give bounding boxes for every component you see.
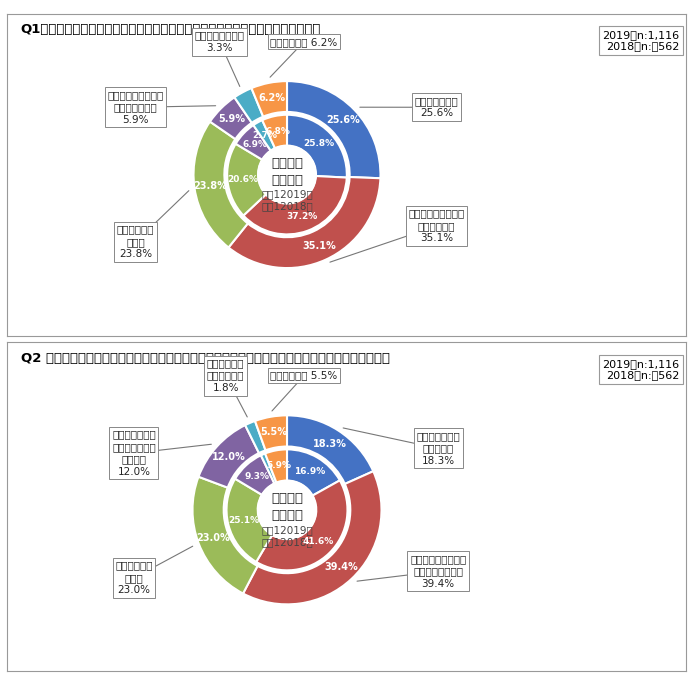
Wedge shape: [243, 471, 382, 604]
Text: どちらともい
えない
23.8%: どちらともい えない 23.8%: [117, 224, 154, 259]
Text: 20.6%: 20.6%: [228, 175, 258, 184]
Text: 5.9%: 5.9%: [218, 115, 246, 124]
Text: 41.6%: 41.6%: [302, 538, 334, 546]
Text: 2.7%: 2.7%: [253, 132, 278, 140]
Text: どちらかといえば被
害を受けると思う
39.4%: どちらかといえば被 害を受けると思う 39.4%: [410, 554, 466, 589]
Text: 5.5%: 5.5%: [260, 427, 287, 437]
Text: 12.0%: 12.0%: [211, 452, 245, 462]
Text: 2019年n:1,116
2018年n:　562: 2019年n:1,116 2018年n: 562: [602, 30, 679, 52]
Text: どちらかといえば発
生しないと思う
5.9%: どちらかといえば発 生しないと思う 5.9%: [107, 90, 164, 125]
Wedge shape: [235, 456, 274, 495]
Wedge shape: [253, 120, 275, 151]
Wedge shape: [210, 98, 252, 139]
Wedge shape: [265, 450, 287, 483]
Wedge shape: [193, 477, 258, 593]
Text: 被害想定: 被害想定: [271, 509, 303, 522]
Wedge shape: [234, 88, 263, 123]
Text: どちらかといえ
ば被害を受けな
いと思う
12.0%: どちらかといえ ば被害を受けな いと思う 12.0%: [112, 430, 156, 477]
Text: 39.4%: 39.4%: [324, 562, 358, 572]
Text: 23.0%: 23.0%: [197, 533, 230, 543]
Wedge shape: [261, 454, 277, 483]
Text: 6.2%: 6.2%: [258, 93, 286, 103]
Wedge shape: [227, 479, 272, 562]
Wedge shape: [245, 421, 265, 453]
Wedge shape: [262, 115, 287, 148]
Text: 6.8%: 6.8%: [265, 127, 290, 136]
Text: 35.1%: 35.1%: [302, 241, 336, 251]
Text: Q1　近い将来、現在あなたがお住まいの地域で大地震が発生すると思いますか。: Q1 近い将来、現在あなたがお住まいの地域で大地震が発生すると思いますか。: [20, 23, 321, 36]
Wedge shape: [287, 416, 373, 484]
Circle shape: [258, 146, 316, 203]
Text: Q2 大地震が発生した場合、あなたのご自宅は倒塗や損傷などで大きな被害を受けると思いますか。: Q2 大地震が発生した場合、あなたのご自宅は倒塗や損傷などで大きな被害を受けると…: [20, 353, 390, 365]
Text: どちらともい
えない
23.0%: どちらともい えない 23.0%: [115, 561, 153, 595]
Text: 18.3%: 18.3%: [313, 439, 346, 449]
Text: 2019年n:1,116
2018年n:　562: 2019年n:1,116 2018年n: 562: [602, 359, 679, 380]
Circle shape: [258, 481, 316, 539]
Text: 全く被害を受
けないと思う
1.8%: 全く被害を受 けないと思う 1.8%: [206, 358, 244, 393]
Text: 発生想定: 発生想定: [271, 174, 303, 186]
Wedge shape: [287, 115, 346, 178]
Text: 外圈12019年: 外圈12019年: [261, 189, 313, 199]
Text: 5.9%: 5.9%: [266, 461, 291, 471]
Wedge shape: [193, 121, 248, 247]
Text: わからない　 6.2%: わからない 6.2%: [270, 37, 337, 47]
Text: どちらかといえば発
生すると思う
35.1%: どちらかといえば発 生すると思う 35.1%: [408, 209, 465, 243]
Text: 発生しないと思う
3.3%: 発生しないと思う 3.3%: [195, 31, 245, 53]
Text: 6.9%: 6.9%: [242, 140, 267, 148]
Wedge shape: [228, 144, 266, 216]
Wedge shape: [287, 450, 340, 496]
Text: 外圈12019年: 外圈12019年: [261, 525, 313, 535]
Text: わからない　 5.5%: わからない 5.5%: [270, 371, 337, 380]
Wedge shape: [199, 425, 259, 487]
Text: 発生すると思う
25.6%: 発生すると思う 25.6%: [414, 96, 458, 119]
Text: 大地震の: 大地震の: [271, 492, 303, 505]
Text: 23.8%: 23.8%: [193, 181, 227, 191]
Wedge shape: [244, 176, 346, 235]
Text: 25.6%: 25.6%: [326, 115, 360, 125]
Text: 9.3%: 9.3%: [244, 472, 270, 481]
Text: 内圈12018年: 内圈12018年: [261, 201, 313, 212]
Text: 25.1%: 25.1%: [228, 517, 259, 525]
Wedge shape: [228, 177, 380, 268]
Text: 25.8%: 25.8%: [304, 140, 335, 148]
Wedge shape: [287, 81, 381, 178]
Wedge shape: [256, 481, 347, 570]
Text: 大地震の: 大地震の: [271, 157, 303, 170]
Wedge shape: [255, 416, 287, 450]
Wedge shape: [251, 81, 287, 117]
Text: 大きな被害を受
けると思う
18.3%: 大きな被害を受 けると思う 18.3%: [416, 431, 460, 466]
Text: 16.9%: 16.9%: [294, 466, 326, 476]
Wedge shape: [236, 125, 271, 160]
Text: 37.2%: 37.2%: [287, 212, 318, 221]
Text: 内圈12018年: 内圈12018年: [261, 537, 313, 547]
